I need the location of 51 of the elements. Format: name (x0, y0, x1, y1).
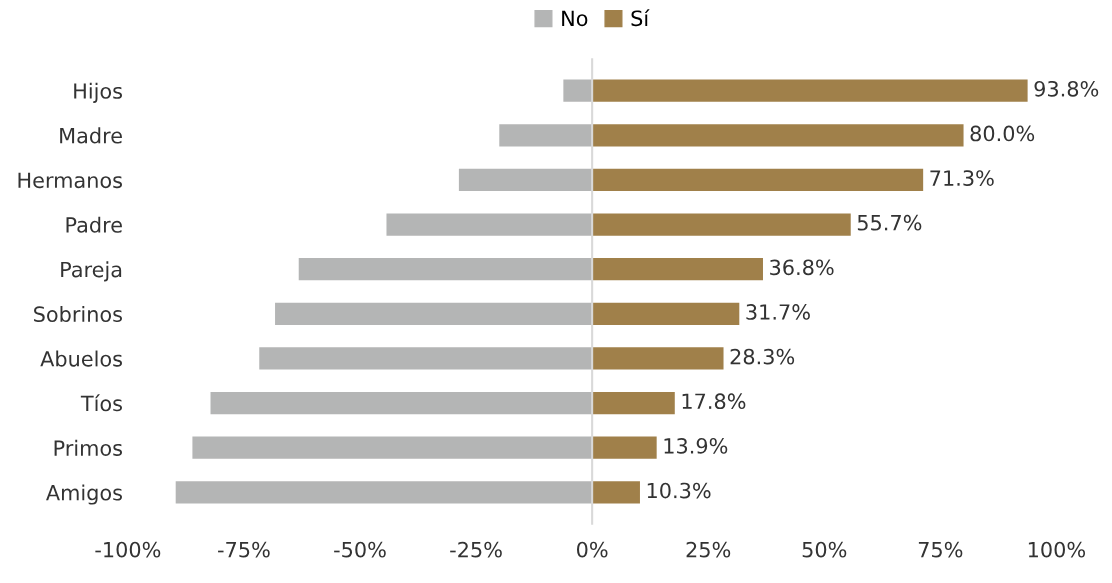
bar (563, 79, 593, 102)
y-tick-label: Primos (54, 439, 123, 456)
x-tick-label: 100% (1028, 541, 1086, 558)
y-tick-label: Hermanos (18, 172, 122, 189)
bar (458, 168, 593, 192)
bar (592, 124, 964, 147)
x-tick-label: -50% (334, 541, 386, 558)
bar (592, 391, 675, 415)
bar (592, 436, 657, 459)
bar (259, 347, 593, 370)
y-tick-label: Hijos (74, 82, 122, 103)
y-tick-label: Sobrinos (34, 305, 122, 323)
legend-label: Sí (631, 9, 650, 27)
bar (210, 391, 593, 415)
bar (298, 258, 593, 281)
y-tick-label: Tíos (80, 394, 122, 412)
legend-label: No (562, 10, 588, 27)
data-label: 93.8% (1034, 80, 1099, 97)
x-tick-label: -25% (450, 541, 502, 558)
y-tick-label: Abuelos (40, 350, 122, 367)
data-label: 10.3% (647, 482, 711, 499)
x-tick-label: -100% (95, 541, 161, 558)
x-tick-label: 0% (576, 541, 608, 558)
bar (275, 302, 593, 325)
data-label: 28.3% (730, 348, 795, 365)
bar (592, 79, 1028, 102)
data-label: 31.7% (746, 304, 810, 320)
y-tick-label: Pareja (61, 261, 122, 282)
data-label: 13.9% (664, 438, 728, 454)
y-tick-label: Amigos (46, 484, 122, 505)
x-tick-label: 25% (686, 541, 731, 558)
bar (592, 481, 640, 504)
data-label: 80.0% (970, 125, 1035, 142)
bar (592, 258, 763, 281)
y-tick-label: Padre (66, 216, 122, 233)
y-tick-label: Madre (60, 127, 122, 144)
data-label: 71.3% (930, 170, 994, 186)
bar (192, 436, 593, 459)
data-label: 55.7% (857, 214, 922, 231)
x-tick-label: 75% (918, 541, 963, 558)
data-label: 36.8% (770, 259, 834, 276)
bar (592, 302, 740, 325)
bar (592, 213, 851, 236)
x-tick-label: 50% (802, 541, 847, 558)
bar (175, 481, 593, 504)
x-tick-label: -75% (218, 541, 270, 558)
bar (499, 124, 593, 147)
bar (592, 347, 724, 370)
bar (592, 168, 924, 192)
data-label: 17.8% (682, 393, 746, 410)
bar (386, 213, 593, 236)
